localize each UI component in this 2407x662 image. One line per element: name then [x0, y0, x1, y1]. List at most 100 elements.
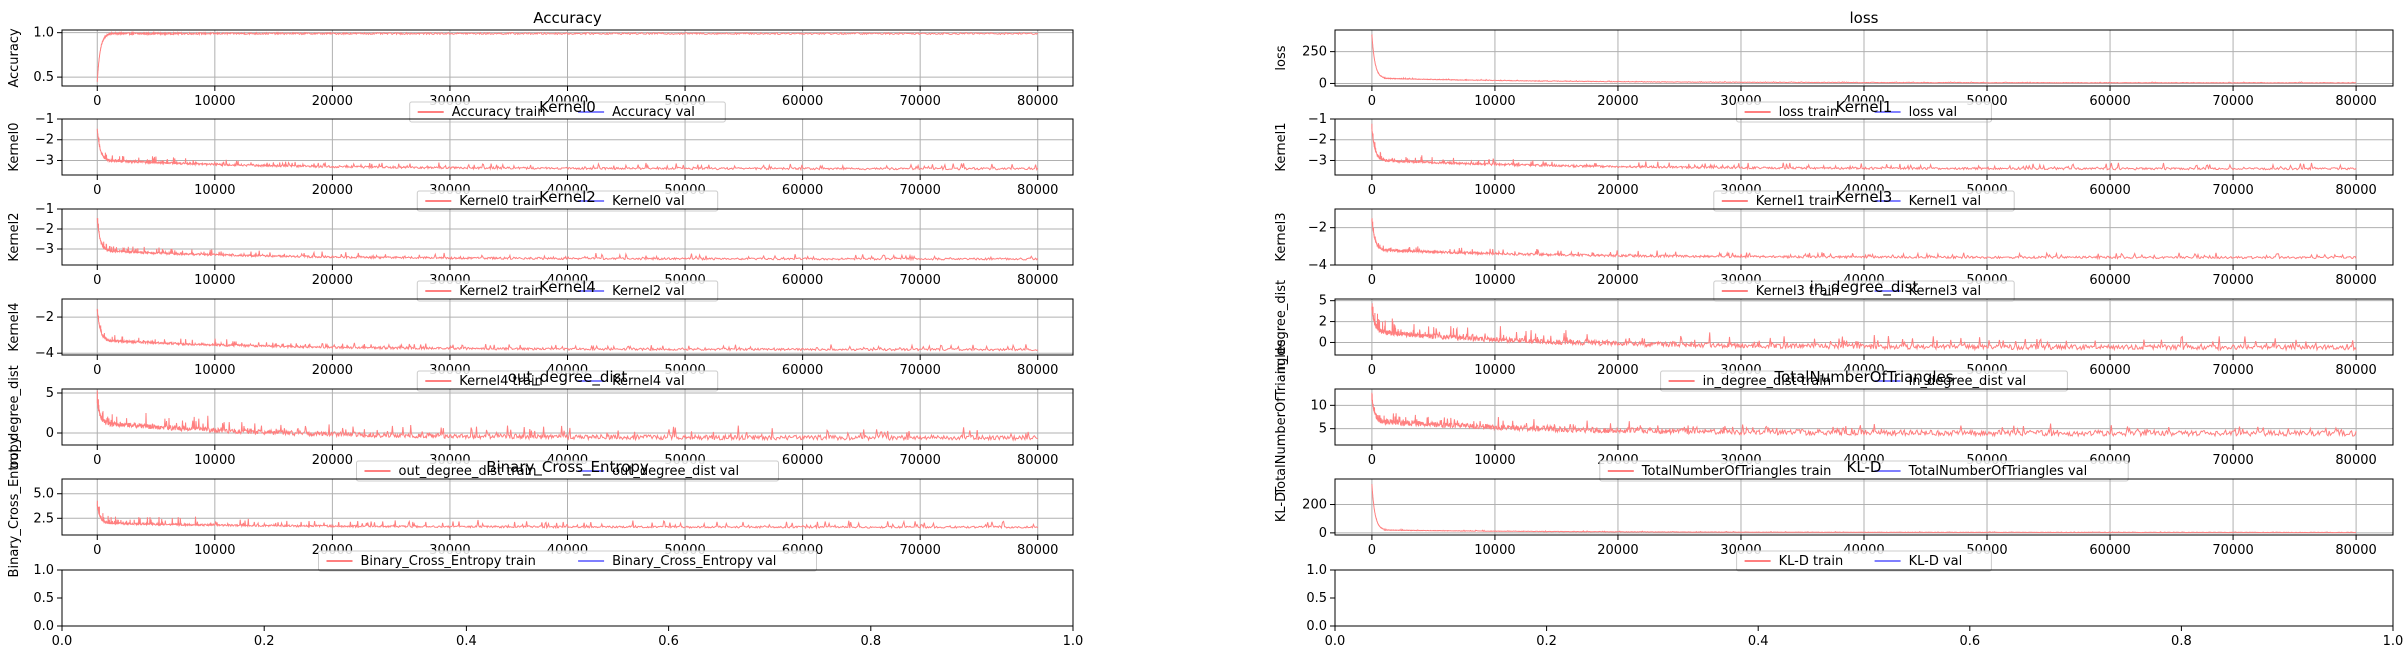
y-tick-label: 10 — [1310, 398, 1327, 413]
subplot-kernel3: 0100002000030000400005000060000700008000… — [1274, 188, 2394, 302]
x-tick-label: 70000 — [2212, 363, 2253, 378]
x-tick-label: 0 — [1368, 453, 1376, 468]
x-tick-label: 0 — [1368, 273, 1376, 288]
series-line-0 — [96, 128, 1039, 172]
legend-label: Kernel0 train — [459, 194, 543, 209]
legend-label: loss val — [1909, 105, 1958, 120]
x-tick-label: 0 — [1368, 543, 1376, 558]
legend: loss train loss val — [1736, 101, 1992, 123]
y-axis-label: Binary_Cross_Entropy — [7, 436, 22, 577]
x-tick-label: 10000 — [194, 273, 235, 288]
y-tick-label: 0.5 — [33, 70, 54, 85]
y-tick-label: −2 — [1308, 221, 1327, 236]
y-tick-label: −1 — [35, 202, 54, 217]
y-tick-label: 0.0 — [1306, 619, 1327, 634]
x-tick-label: 0 — [93, 94, 101, 109]
legend-label: out_degree_dist train — [399, 464, 537, 479]
x-tick-label: 70000 — [2212, 183, 2253, 198]
series-line-0 — [96, 390, 1038, 442]
x-tick-label: 70000 — [2212, 273, 2253, 288]
legend-label: KL-D train — [1779, 554, 1844, 569]
x-tick-label: 80000 — [1017, 273, 1058, 288]
y-axis-label: Kernel4 — [7, 302, 22, 351]
series-line-0 — [1371, 392, 2357, 438]
x-tick-label: 70000 — [899, 94, 940, 109]
legend-label: KL-D val — [1909, 554, 1963, 569]
y-tick-label: 0.0 — [33, 619, 54, 634]
legend-label: out_degree_dist val — [612, 464, 739, 479]
x-tick-label: 70000 — [899, 543, 940, 558]
x-tick-label: 0.2 — [1536, 634, 1557, 649]
y-tick-label: 2 — [1319, 315, 1327, 330]
y-axis-label: in_degree_dist — [1274, 280, 1289, 374]
x-tick-label: 20000 — [1597, 543, 1638, 558]
series-line-0 — [96, 218, 1039, 262]
y-tick-label: 1.0 — [33, 26, 54, 41]
subplot-empty-13: 0.0 0.2 0.4 0.6 0.8 1.0 0.0 0.5 1.0 — [1306, 563, 2403, 649]
x-tick-label: 80000 — [1017, 453, 1058, 468]
x-tick-label: 10000 — [194, 183, 235, 198]
x-tick-label: 20000 — [1597, 273, 1638, 288]
legend: out_degree_dist train out_degree_dist val — [356, 460, 779, 482]
legend-label: Kernel2 val — [612, 284, 685, 299]
y-tick-label: −1 — [1308, 112, 1327, 127]
legend: TotalNumberOfTriangles train TotalNumberO… — [1599, 460, 2129, 482]
x-tick-label: 0.0 — [1325, 634, 1346, 649]
subplot-empty-12: 0.0 0.2 0.4 0.6 0.8 1.0 0.0 0.5 1.0 — [33, 563, 1083, 649]
legend-label: Kernel2 train — [459, 284, 543, 299]
x-tick-label: 0.6 — [1959, 634, 1980, 649]
x-tick-label: 0 — [93, 273, 101, 288]
y-tick-label: 5 — [46, 386, 54, 401]
y-tick-label: −3 — [35, 153, 54, 168]
legend-label: Kernel4 train — [459, 374, 543, 389]
y-tick-label: 1.0 — [33, 563, 54, 578]
subplot-totalnumberoftriangles: 0100002000030000400005000060000700008000… — [1274, 339, 2394, 496]
x-tick-label: 10000 — [1474, 543, 1515, 558]
y-tick-label: −2 — [1308, 133, 1327, 148]
x-tick-label: 0.4 — [456, 634, 477, 649]
y-tick-label: 250 — [1302, 45, 1327, 60]
legend: KL-D train KL-D val — [1736, 550, 1992, 572]
legend-label: TotalNumberOfTriangles train — [1641, 464, 1832, 479]
x-tick-label: 20000 — [1597, 363, 1638, 378]
subplot-binary-cross-entropy: 0100002000030000400005000060000700008000… — [7, 436, 1074, 577]
legend: Accuracy train Accuracy val — [409, 101, 726, 123]
x-tick-label: 80000 — [1017, 94, 1058, 109]
series-line-0 — [96, 30, 1039, 82]
y-tick-label: 0 — [1319, 335, 1327, 350]
legend-label: Kernel3 val — [1909, 284, 1982, 299]
series-line-0 — [1371, 123, 2357, 171]
x-tick-label: 80000 — [2335, 543, 2376, 558]
x-tick-label: 20000 — [312, 453, 353, 468]
y-tick-label: −4 — [1308, 258, 1327, 273]
subplot-title: Binary_Cross_Entropy — [486, 458, 649, 477]
legend-label: TotalNumberOfTriangles val — [1908, 464, 2088, 479]
subplot-title: out_degree_dist — [508, 368, 628, 387]
x-tick-label: 20000 — [312, 363, 353, 378]
x-tick-label: 1.0 — [1063, 634, 1084, 649]
subplot-kl-d: 0100002000030000400005000060000700008000… — [1274, 458, 2394, 572]
y-tick-label: −2 — [35, 310, 54, 325]
legend: Kernel3 train Kernel3 val — [1713, 280, 2015, 302]
subplot-out-degree-dist: 0100002000030000400005000060000700008000… — [7, 365, 1074, 482]
y-tick-label: −2 — [35, 133, 54, 148]
y-axis-label: Kernel3 — [1274, 212, 1289, 261]
y-tick-label: 0.5 — [1306, 591, 1327, 606]
legend-label: Kernel0 val — [612, 194, 685, 209]
series-line-0 — [96, 308, 1038, 352]
legend-label: Accuracy val — [612, 105, 695, 120]
x-tick-label: 80000 — [1017, 183, 1058, 198]
y-tick-label: 0 — [1319, 76, 1327, 91]
subplot-title: KL-D — [1847, 458, 1882, 476]
legend-label: Kernel1 train — [1756, 194, 1840, 209]
subplot-kernel4: 0100002000030000400005000060000700008000… — [7, 278, 1074, 392]
legend-label: Kernel4 val — [612, 374, 685, 389]
series-line-0 — [1371, 33, 2357, 84]
series-line-0 — [1371, 484, 2357, 534]
x-tick-label: 1.0 — [2383, 634, 2404, 649]
series-line-0 — [96, 500, 1039, 530]
y-axis-label: loss — [1274, 45, 1289, 70]
subplot-title: TotalNumberOfTriangles — [1773, 368, 1953, 386]
x-tick-label: 60000 — [782, 363, 823, 378]
x-tick-label: 20000 — [1597, 94, 1638, 109]
